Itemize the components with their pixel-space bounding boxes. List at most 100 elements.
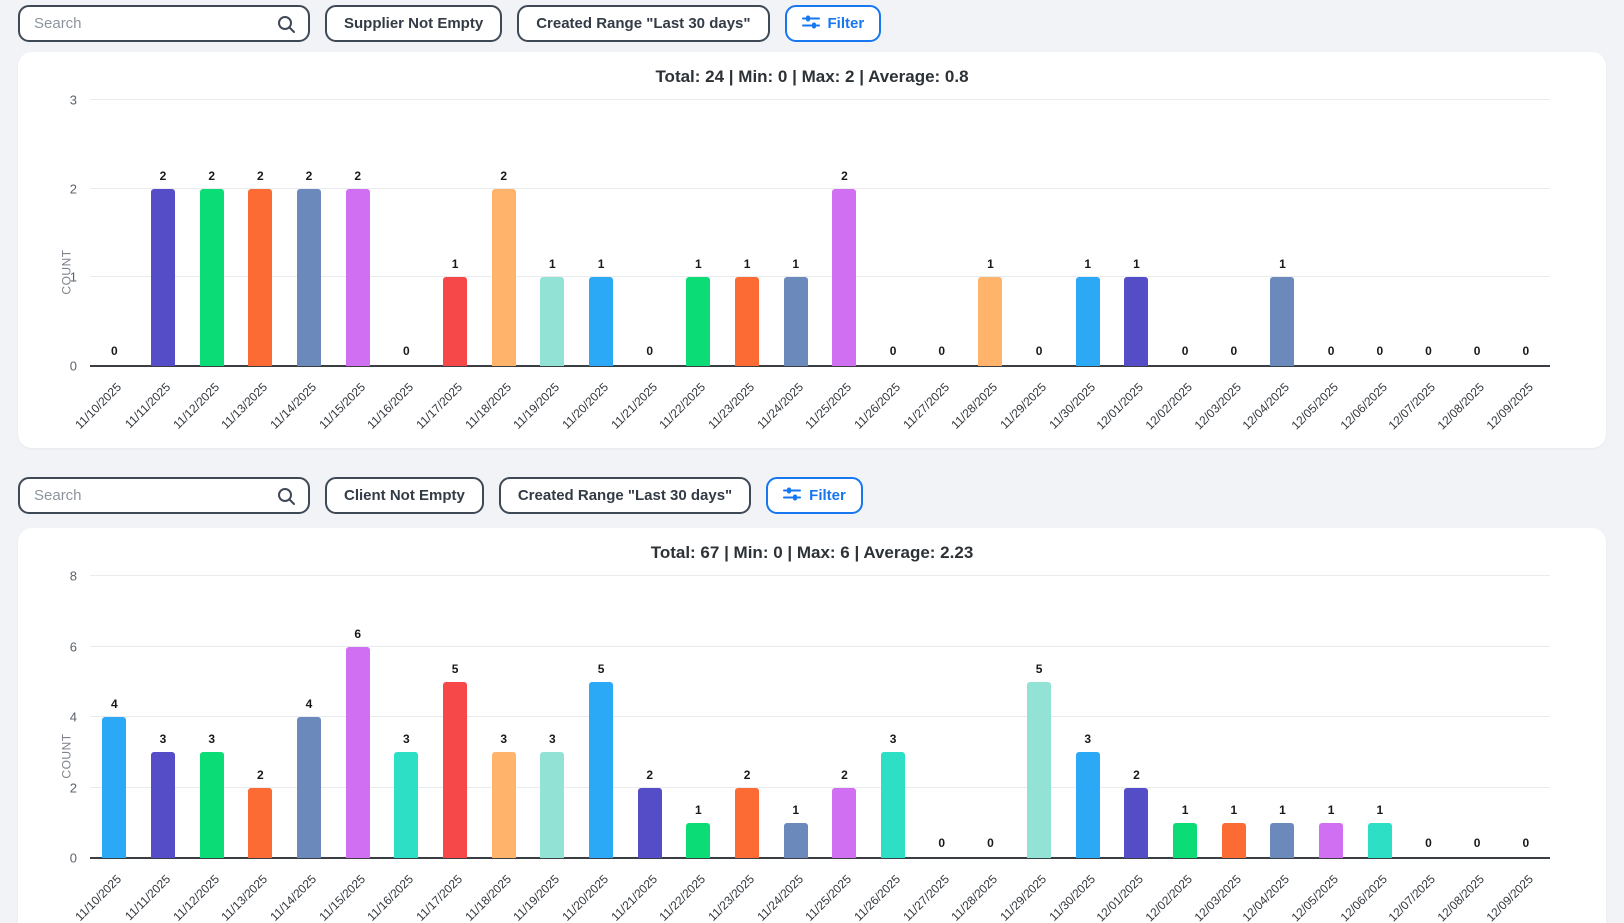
x-axis-labels: 11/10/2025 11/11/2025 11/12/2025 11/13/2025… [73, 368, 1550, 444]
bar-11/10/2025[interactable] [102, 717, 127, 858]
bar-11/30/2025[interactable] [1075, 752, 1100, 858]
bar-11/25/2025[interactable] [832, 787, 857, 858]
bar-value-label: 3 [500, 732, 508, 747]
bar-11/24/2025[interactable] [783, 822, 808, 858]
x-axis-slot: 11/17/2025 [413, 368, 480, 444]
bar-value-label: 2 [305, 168, 313, 183]
bar-11/11/2025[interactable] [151, 752, 175, 858]
search-input[interactable] [34, 15, 276, 32]
bar-slot: 5 [431, 576, 480, 858]
bar-value-label: 3 [889, 732, 897, 747]
bar-11/19/2025[interactable] [540, 277, 565, 366]
x-axis-slot: 12/07/2025 [1386, 368, 1453, 444]
bar-slot: 2 [1112, 576, 1161, 858]
bar-value-label: 0 [1181, 344, 1189, 358]
bar-11/20/2025[interactable] [589, 681, 614, 858]
x-axis-slot: 12/03/2025 [1191, 368, 1258, 444]
bar-11/26/2025[interactable] [881, 752, 906, 858]
bar-11/23/2025[interactable] [735, 277, 760, 366]
bar-12/03/2025[interactable] [1221, 822, 1246, 858]
bar-11/12/2025[interactable] [199, 752, 224, 858]
filter-chip-created-range[interactable]: Created Range "Last 30 days" [498, 477, 752, 514]
bar-11/14/2025[interactable] [297, 717, 322, 858]
bar-11/25/2025[interactable] [832, 188, 857, 366]
bar-11/23/2025[interactable] [735, 787, 760, 858]
bar-11/18/2025[interactable] [491, 752, 516, 858]
bar-11/14/2025[interactable] [297, 188, 322, 366]
x-axis-slot: 12/08/2025 [1435, 368, 1502, 444]
bar-11/15/2025[interactable] [345, 646, 370, 858]
bar-11/18/2025[interactable] [491, 188, 516, 366]
bar-value-label: 1 [743, 257, 751, 272]
bar-11/16/2025[interactable] [394, 752, 419, 858]
y-axis-label: COUNT [59, 733, 74, 779]
bar-11/30/2025[interactable] [1075, 277, 1100, 366]
client-chart-panel: Total: 67 | Min: 0 | Max: 6 | Average: 2… [18, 528, 1606, 923]
bar-12/04/2025[interactable] [1270, 277, 1295, 366]
filter-chip-created-range[interactable]: Created Range "Last 30 days" [517, 5, 770, 42]
y-axis-tick: 6 [69, 639, 77, 654]
bar-value-label: 3 [403, 732, 410, 747]
bar-11/12/2025[interactable] [199, 188, 224, 366]
filter-chip-supplier-not-empty[interactable]: Supplier Not Empty [325, 5, 503, 42]
gridline [90, 786, 1550, 788]
bar-11/19/2025[interactable] [540, 752, 565, 858]
filter-button[interactable]: Filter [784, 5, 882, 42]
bar-11/15/2025[interactable] [345, 188, 370, 366]
bar-value-label: 2 [1133, 767, 1140, 782]
plot-area: 0 2 4 6 8 4 3 3 2 4 6 3 5 3 3 5 2 1 2 1 2 3 0 0 5 3 2 1 1 1 1 1 0 0 0 [70, 569, 1550, 866]
bar-11/21/2025[interactable] [637, 787, 662, 858]
x-axis-slot: 12/05/2025 [1289, 368, 1356, 444]
bar-value-label: 0 [1376, 344, 1384, 358]
x-axis-slot: 11/11/2025 [122, 368, 188, 444]
x-axis-line [90, 365, 1550, 367]
bar-12/01/2025[interactable] [1124, 277, 1149, 366]
bar-12/06/2025[interactable] [1367, 822, 1392, 858]
bar-11/11/2025[interactable] [151, 188, 175, 366]
bar-11/13/2025[interactable] [248, 787, 273, 858]
gridline [90, 645, 1550, 647]
bar-slot: 3 [869, 576, 918, 858]
filter-button[interactable]: Filter [766, 477, 863, 514]
bar-value-label: 1 [1327, 802, 1335, 817]
bar-11/13/2025[interactable] [248, 188, 273, 366]
bar-slot: 0 [1501, 576, 1550, 858]
x-axis-slot: 11/14/2025 [267, 368, 334, 444]
bar-slot: 2 [139, 100, 188, 366]
bar-11/24/2025[interactable] [783, 277, 808, 366]
x-axis-slot: 11/15/2025 [316, 368, 382, 444]
bar-slot: 1 [431, 100, 480, 366]
x-axis-slot: 11/28/2025 [949, 368, 1015, 444]
y-axis-tick: 3 [69, 92, 77, 108]
bar-value-label: 0 [987, 836, 994, 850]
bar-value-label: 1 [695, 802, 702, 817]
bar-11/22/2025[interactable] [686, 822, 711, 858]
bar-value-label: 6 [354, 626, 362, 641]
bar-value-label: 0 [1425, 836, 1432, 850]
gridline [90, 276, 1550, 278]
bar-11/29/2025[interactable] [1027, 681, 1052, 858]
bar-slot: 0 [917, 100, 966, 366]
y-axis-tick: 4 [69, 709, 77, 725]
bar-12/02/2025[interactable] [1173, 822, 1198, 858]
search-input[interactable] [34, 487, 276, 504]
bar-slot: 1 [1209, 576, 1258, 858]
bar-11/22/2025[interactable] [686, 277, 711, 366]
bar-12/04/2025[interactable] [1270, 822, 1295, 858]
x-axis-slot: 11/12/2025 [170, 368, 236, 444]
bar-12/01/2025[interactable] [1124, 787, 1149, 858]
bar-11/17/2025[interactable] [443, 681, 468, 858]
bar-value-label: 1 [1279, 802, 1286, 817]
bar-11/20/2025[interactable] [589, 277, 614, 366]
bar-slot: 3 [1063, 576, 1112, 858]
supplier-search-box [18, 5, 310, 42]
bar-value-label: 1 [451, 257, 459, 272]
bar-slot: 1 [1355, 576, 1404, 858]
bar-value-label: 0 [403, 344, 410, 358]
bar-11/17/2025[interactable] [443, 277, 468, 366]
x-axis-slot: 11/29/2025 [997, 368, 1064, 444]
bar-12/05/2025[interactable] [1319, 822, 1344, 858]
bar-value-label: 0 [889, 344, 897, 358]
filter-chip-client-not-empty[interactable]: Client Not Empty [325, 477, 484, 514]
bar-11/28/2025[interactable] [978, 277, 1003, 366]
